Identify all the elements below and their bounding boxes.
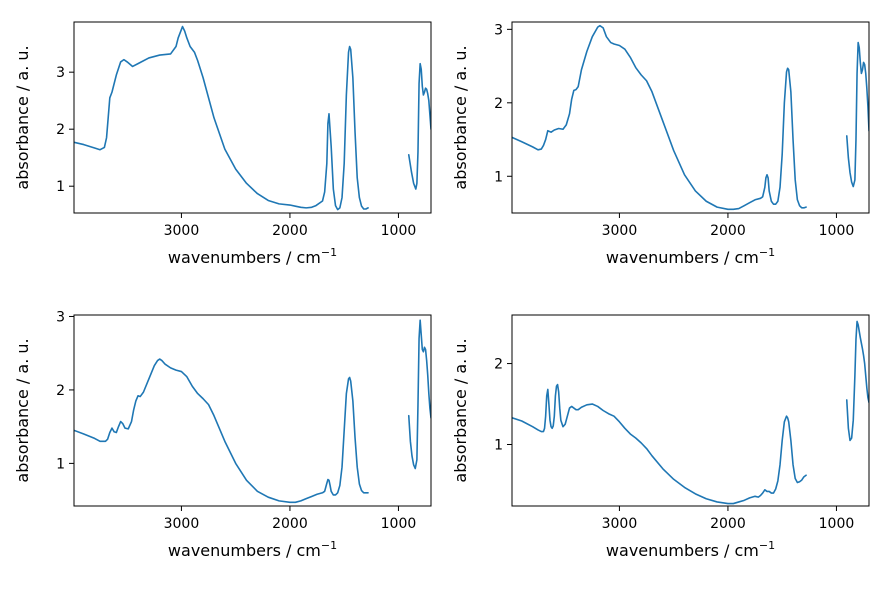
y-tick-label: 3 xyxy=(56,65,65,81)
y-tick-label: 2 xyxy=(56,122,65,138)
series-line-segment-2 xyxy=(407,319,431,470)
x-tick-label: 1000 xyxy=(819,516,855,532)
x-tick-label: 3000 xyxy=(602,223,638,239)
x-tick-label: 1000 xyxy=(381,223,417,239)
y-axis-label: absorbance / a. u. xyxy=(13,45,32,189)
x-tick-label: 3000 xyxy=(164,223,200,239)
x-tick-label: 2000 xyxy=(710,223,746,239)
y-tick-label: 2 xyxy=(494,357,503,373)
panel-bottom-right: 3000 2000 1000 1 2 wavenumbers / cm−1 absorban… xyxy=(451,314,870,560)
series-line-segment-2 xyxy=(407,62,431,190)
y-tick-label: 1 xyxy=(494,169,503,185)
y-tick-label: 2 xyxy=(494,96,503,112)
y-tick-label: 1 xyxy=(56,456,65,472)
series-line-segment-1 xyxy=(512,24,807,211)
x-axis-label: wavenumbers / cm−1 xyxy=(606,246,775,267)
x-axis-label: wavenumbers / cm−1 xyxy=(606,539,775,560)
x-tick-label: 1000 xyxy=(381,516,417,532)
panel-top-left: 3000 2000 1000 1 2 3 wavenumbers / cm−1 absorba… xyxy=(13,21,432,267)
panel-bottom-left: 3000 2000 1000 1 2 3 wavenumbers / cm−1 absorba… xyxy=(13,309,432,560)
x-axis-label: wavenumbers / cm−1 xyxy=(168,539,337,560)
y-tick-label: 1 xyxy=(494,437,503,453)
x-tick-label: 2000 xyxy=(272,223,308,239)
x-tick-label: 2000 xyxy=(710,516,746,532)
y-axis-label: absorbance / a. u. xyxy=(13,338,32,482)
series-line-segment-2 xyxy=(845,41,869,188)
y-tick-label: 3 xyxy=(494,22,503,38)
series-line-segment-1 xyxy=(74,25,369,211)
y-axis-label: absorbance / a. u. xyxy=(451,338,470,482)
x-tick-label: 2000 xyxy=(272,516,308,532)
x-tick-label: 3000 xyxy=(602,516,638,532)
y-tick-label: 2 xyxy=(56,383,65,399)
axes-frame xyxy=(511,314,870,507)
axes-frame xyxy=(73,21,432,214)
axes-frame xyxy=(73,314,432,507)
series-line-segment-1 xyxy=(74,358,369,504)
y-tick-label: 3 xyxy=(56,309,65,325)
series-line-segment-2 xyxy=(845,320,869,442)
x-axis-label: wavenumbers / cm−1 xyxy=(168,246,337,267)
y-tick-label: 1 xyxy=(56,179,65,195)
y-axis-label: absorbance / a. u. xyxy=(451,45,470,189)
panel-top-right: 3000 2000 1000 1 2 3 wavenumbers / cm−1 absorba… xyxy=(451,21,870,267)
series-line-segment-1 xyxy=(512,383,807,505)
axes-frame xyxy=(511,21,870,214)
x-tick-label: 1000 xyxy=(819,223,855,239)
x-tick-label: 3000 xyxy=(164,516,200,532)
